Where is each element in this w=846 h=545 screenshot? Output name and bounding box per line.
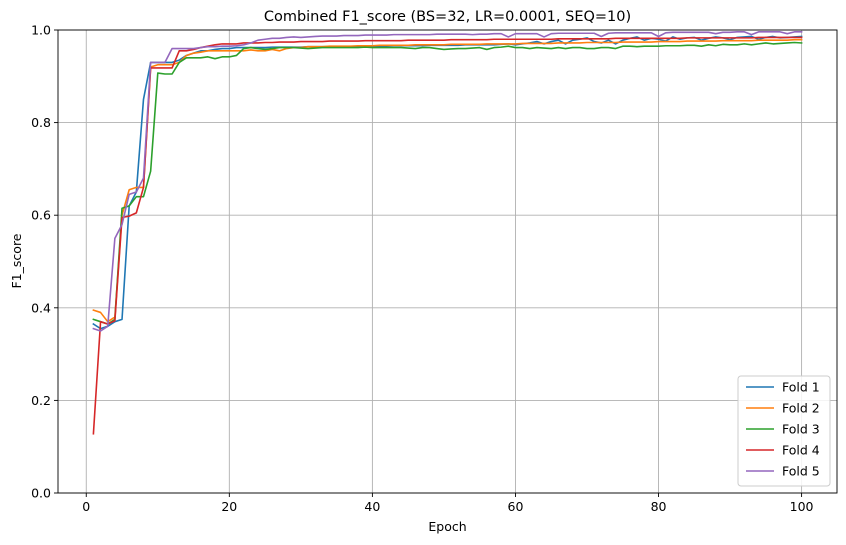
y-tick-label: 0.0 <box>31 486 51 501</box>
y-axis-title: F1_score <box>9 233 24 288</box>
legend-label: Fold 4 <box>782 443 820 458</box>
y-tick-label: 0.8 <box>31 115 51 130</box>
legend-box <box>737 375 831 487</box>
legend-label: Fold 1 <box>782 380 820 395</box>
x-tick-label: 0 <box>82 499 90 514</box>
series-line-fold-5 <box>92 31 803 332</box>
series-lines <box>92 31 803 435</box>
x-tick-label: 40 <box>364 499 380 514</box>
x-tick-label: 100 <box>790 499 814 514</box>
y-tick-label: 0.6 <box>31 208 51 223</box>
legend: Fold 1 Fold 2 Fold 3 Fold 4 Fold 5 <box>737 375 831 487</box>
series-line-fold-2 <box>92 38 803 323</box>
chart-title: Combined F1_score (BS=32, LR=0.0001, SEQ… <box>264 9 631 25</box>
legend-label: Fold 5 <box>782 464 820 479</box>
legend-label: Fold 3 <box>782 422 820 437</box>
x-tick-label: 60 <box>508 499 524 514</box>
x-tick-label: 80 <box>651 499 667 514</box>
y-tick-label: 0.2 <box>31 393 51 408</box>
x-tick-label: 20 <box>221 499 237 514</box>
axis-ticks: 0 20 40 60 80 100 0.0 0.2 0.4 0.6 0.8 1.0 <box>31 23 813 515</box>
y-tick-label: 1.0 <box>31 23 51 38</box>
x-axis-title: Epoch <box>428 519 466 534</box>
series-line-fold-4 <box>92 36 803 435</box>
y-tick-label: 0.4 <box>31 300 51 315</box>
legend-label: Fold 2 <box>782 401 820 416</box>
series-line-fold-3 <box>92 41 803 325</box>
plot-frame <box>57 29 838 494</box>
